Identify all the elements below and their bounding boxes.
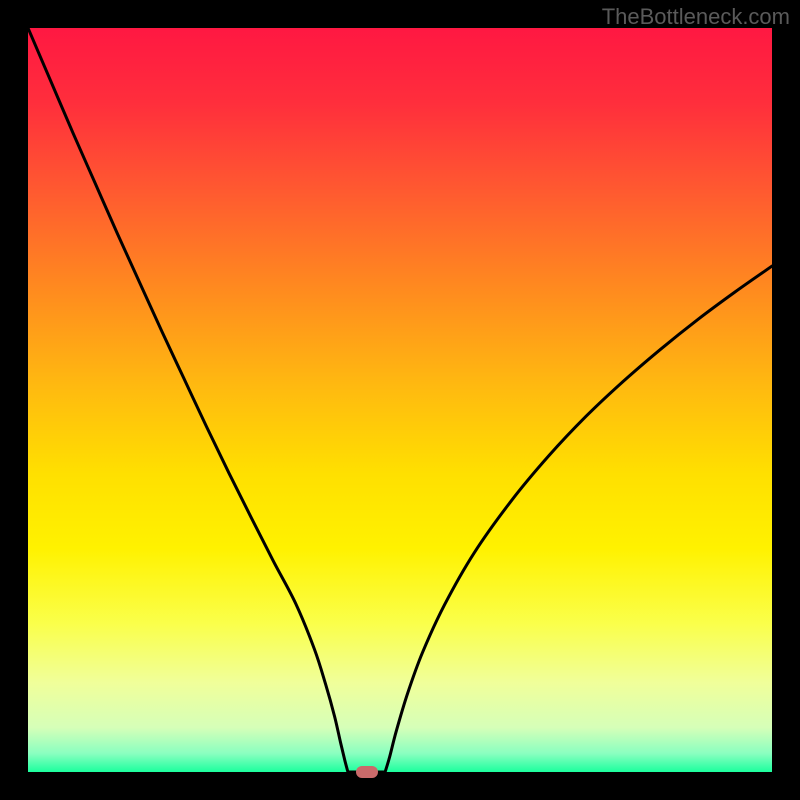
- chart-root: TheBottleneck.com: [0, 0, 800, 800]
- curve-layer: [28, 28, 772, 772]
- plot-area: [28, 28, 772, 772]
- watermark-text: TheBottleneck.com: [602, 4, 790, 30]
- optimum-marker: [356, 766, 378, 778]
- bottleneck-curve: [28, 28, 772, 772]
